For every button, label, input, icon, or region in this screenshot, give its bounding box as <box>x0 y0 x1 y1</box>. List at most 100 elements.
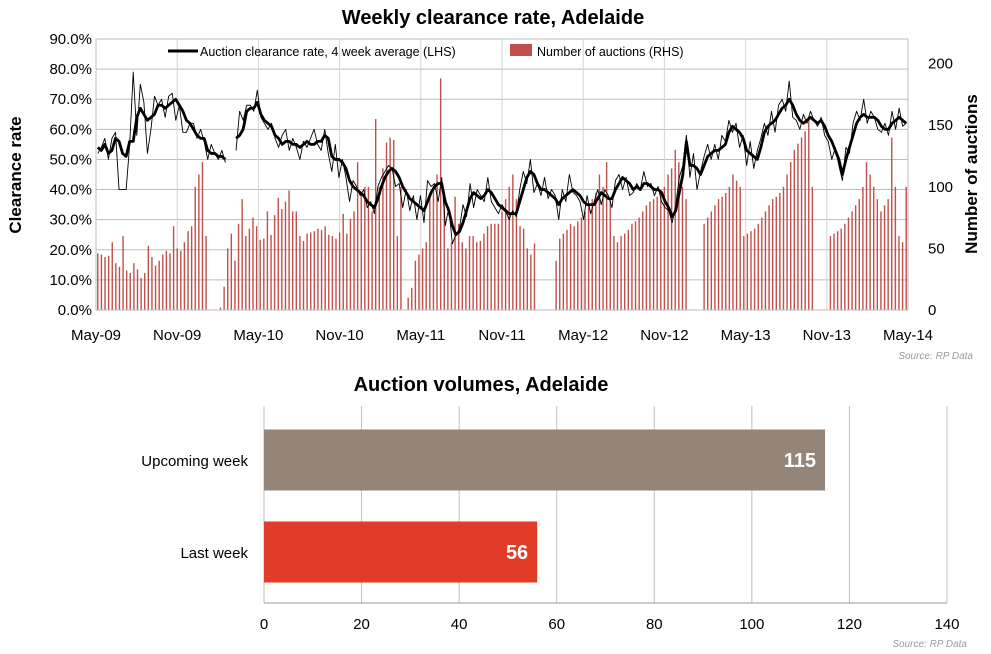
auction-bar <box>349 218 352 310</box>
volumes-x-tick-label: 40 <box>451 616 468 633</box>
auction-bar <box>591 199 593 310</box>
auction-bar <box>414 260 417 310</box>
auction-bar <box>245 236 247 310</box>
volume-bar <box>264 521 538 583</box>
auction-bar <box>144 273 146 310</box>
auction-bar <box>486 226 489 310</box>
auction-bar <box>479 241 482 310</box>
auction-bar <box>122 236 124 310</box>
auction-bar <box>277 197 279 310</box>
auction-bar <box>562 233 565 310</box>
auction-bar <box>624 233 626 310</box>
auction-bar <box>270 234 272 310</box>
auction-bar <box>201 162 204 310</box>
auction-bar <box>476 242 478 310</box>
x-axis-tick-label: May-13 <box>721 327 771 344</box>
auction-bar <box>645 205 648 310</box>
auction-bar <box>234 260 236 310</box>
auction-bar <box>725 192 727 310</box>
auction-bar <box>483 233 485 310</box>
auction-bar <box>248 228 251 310</box>
auction-bar <box>140 277 142 310</box>
legend-label-clearance: Auction clearance rate, 4 week average (… <box>200 45 456 59</box>
auction-bar <box>768 205 770 310</box>
auction-bar <box>494 223 496 310</box>
left-axis-tick-label: 70.0% <box>49 91 92 108</box>
volumes-x-tick-label: 60 <box>548 616 565 633</box>
auction-bar <box>627 229 630 310</box>
auction-bar <box>454 196 456 310</box>
x-axis-tick-label: Nov-12 <box>640 327 688 344</box>
auction-bar <box>504 199 507 310</box>
auction-bar <box>793 149 796 310</box>
volume-category-label: Last week <box>180 545 248 562</box>
auction-bar <box>883 205 886 310</box>
volumes-x-tick-label: 0 <box>260 616 268 633</box>
auction-bar <box>678 162 680 310</box>
right-axis-title: Number of auctions <box>962 94 981 254</box>
auction-bar <box>786 174 788 310</box>
x-axis-tick-label: Nov-11 <box>478 327 525 344</box>
auction-bar <box>598 174 601 310</box>
auction-bar <box>620 236 622 310</box>
auction-bar <box>840 228 842 310</box>
auction-bar <box>638 217 640 310</box>
auction-bar <box>281 208 283 310</box>
x-axis-tick-label: Nov-10 <box>315 327 363 344</box>
auction-bar <box>97 253 99 310</box>
auction-bar <box>761 217 763 310</box>
left-axis-title: Clearance rate <box>6 116 25 233</box>
auction-bar <box>378 186 380 310</box>
auction-bar <box>873 186 875 310</box>
auction-bar <box>237 223 240 310</box>
auction-bar <box>844 223 846 310</box>
legend-swatch-auctions <box>510 44 532 56</box>
x-axis-tick-label: May-14 <box>883 327 933 344</box>
auction-bar <box>905 186 907 310</box>
volumes-x-axis-ticks: 0 20 40 60 80 100 120 140 <box>260 616 960 633</box>
auction-bar <box>223 286 225 310</box>
left-axis-tick-label: 90.0% <box>49 31 92 48</box>
clearance-plot-frame <box>95 38 909 311</box>
auction-bar <box>447 248 449 310</box>
auction-bar <box>252 217 254 310</box>
auction-bar <box>685 199 687 310</box>
auction-bar <box>100 254 103 310</box>
auction-bar <box>187 231 189 310</box>
auction-bar <box>299 236 301 310</box>
auction-bar <box>310 232 312 310</box>
auction-bar <box>396 236 399 310</box>
auction-bar <box>295 211 297 310</box>
auction-bar <box>317 228 319 310</box>
right-axis-tick-label: 50 <box>928 240 945 257</box>
auction-bar <box>771 199 774 310</box>
auction-bar <box>421 248 424 310</box>
auction-bar <box>302 241 305 310</box>
volume-bar-label: 115 <box>784 450 816 472</box>
auction-bar <box>335 238 337 310</box>
auction-bar <box>457 223 460 310</box>
auction-bar <box>158 260 160 310</box>
auction-bar <box>129 273 131 310</box>
auction-bar <box>508 186 510 310</box>
auction-bar <box>364 186 366 310</box>
auction-bar <box>743 236 745 310</box>
auction-bar <box>887 199 889 310</box>
auction-bar <box>847 217 850 310</box>
auction-bar <box>631 223 633 310</box>
auction-bar <box>263 238 265 310</box>
left-axis-tick-label: 50.0% <box>49 151 92 168</box>
auction-bar <box>854 205 857 310</box>
auction-bar <box>663 186 666 310</box>
clearance-left-axis-ticks: 0.0% 10.0% 20.0% 30.0% 40.0% 50.0% 60.0% 70.0% 8… <box>49 31 92 319</box>
auction-bar <box>266 211 269 310</box>
auction-bar <box>858 199 860 310</box>
left-axis-tick-label: 0.0% <box>58 302 92 319</box>
auction-bar <box>512 174 514 310</box>
auction-bar <box>125 270 128 310</box>
clearance-chart-title: Weekly clearance rate, Adelaide <box>342 7 644 29</box>
auction-bar <box>313 231 316 310</box>
auction-bar <box>465 248 467 310</box>
volumes-bars: 115 Upcoming week 56 Last week <box>141 429 826 583</box>
auction-bar <box>735 180 738 310</box>
